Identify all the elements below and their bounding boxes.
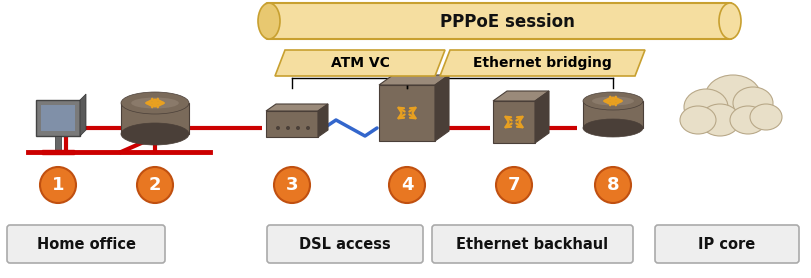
Polygon shape (275, 50, 445, 76)
Ellipse shape (137, 167, 173, 203)
Polygon shape (583, 101, 643, 128)
Ellipse shape (719, 3, 741, 39)
Ellipse shape (258, 3, 280, 39)
Ellipse shape (286, 126, 290, 130)
Ellipse shape (750, 104, 782, 130)
Ellipse shape (705, 75, 761, 119)
Polygon shape (80, 94, 86, 136)
Text: Ethernet bridging: Ethernet bridging (473, 56, 611, 70)
Ellipse shape (583, 92, 643, 110)
Polygon shape (266, 111, 318, 137)
Text: 4: 4 (401, 176, 414, 194)
Ellipse shape (595, 167, 631, 203)
Ellipse shape (274, 167, 310, 203)
Polygon shape (36, 100, 80, 136)
Ellipse shape (276, 126, 280, 130)
FancyBboxPatch shape (7, 225, 165, 263)
FancyBboxPatch shape (267, 225, 423, 263)
Ellipse shape (733, 87, 773, 119)
Polygon shape (440, 50, 645, 76)
Text: 8: 8 (607, 176, 620, 194)
Polygon shape (435, 75, 449, 141)
Polygon shape (318, 104, 328, 137)
Text: 3: 3 (285, 176, 298, 194)
Text: Home office: Home office (36, 237, 135, 252)
Ellipse shape (306, 126, 310, 130)
Polygon shape (121, 103, 189, 134)
Polygon shape (379, 85, 435, 141)
Ellipse shape (121, 123, 189, 145)
Ellipse shape (592, 96, 634, 105)
Ellipse shape (700, 104, 740, 136)
Polygon shape (379, 75, 449, 85)
Ellipse shape (296, 126, 300, 130)
Polygon shape (55, 136, 61, 150)
Text: IP core: IP core (698, 237, 756, 252)
Ellipse shape (583, 119, 643, 137)
Ellipse shape (40, 167, 76, 203)
Text: 2: 2 (148, 176, 161, 194)
Ellipse shape (496, 167, 532, 203)
Polygon shape (535, 91, 549, 143)
Text: PPPoE session: PPPoE session (440, 13, 574, 31)
Text: Ethernet backhaul: Ethernet backhaul (457, 237, 608, 252)
Ellipse shape (389, 167, 425, 203)
Text: DSL access: DSL access (299, 237, 391, 252)
Ellipse shape (680, 106, 716, 134)
Polygon shape (266, 104, 328, 111)
Polygon shape (493, 91, 549, 101)
Text: ATM VC: ATM VC (331, 56, 389, 70)
Ellipse shape (730, 106, 766, 134)
FancyBboxPatch shape (432, 225, 633, 263)
FancyBboxPatch shape (265, 3, 733, 39)
Ellipse shape (121, 92, 189, 114)
Polygon shape (41, 105, 75, 131)
Ellipse shape (684, 89, 728, 125)
Polygon shape (493, 101, 535, 143)
Text: 7: 7 (508, 176, 520, 194)
Polygon shape (42, 150, 74, 154)
Ellipse shape (131, 98, 178, 108)
FancyBboxPatch shape (655, 225, 799, 263)
Text: 1: 1 (52, 176, 64, 194)
